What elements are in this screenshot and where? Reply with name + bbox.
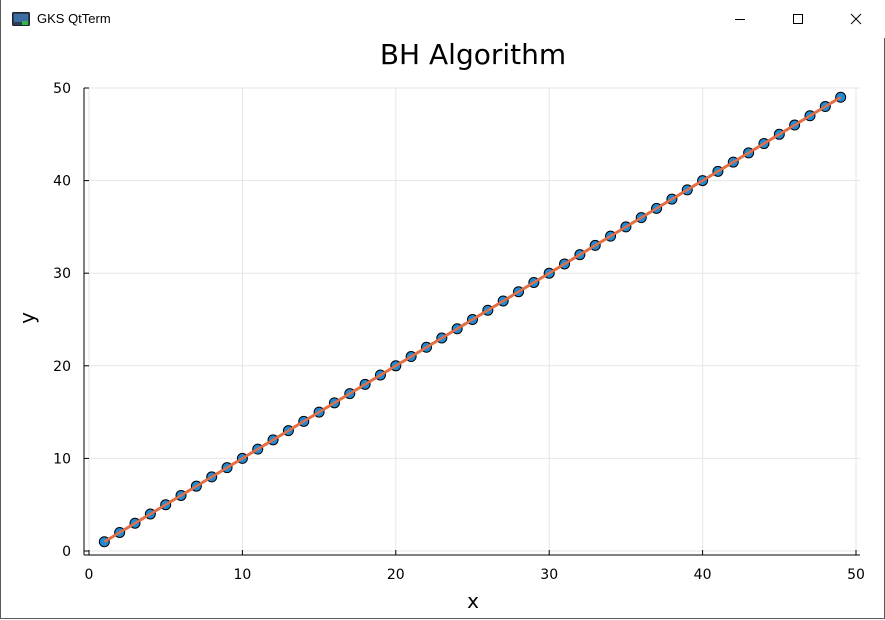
grid	[84, 87, 860, 555]
x-tick-label: 0	[85, 567, 94, 583]
x-tick-label: 20	[387, 567, 405, 583]
maximize-icon	[793, 14, 803, 24]
minimize-icon	[735, 19, 745, 20]
close-icon	[850, 13, 862, 25]
y-axis-label: y	[15, 312, 39, 324]
window-title: GKS QtTerm	[37, 11, 111, 26]
maximize-button[interactable]	[769, 0, 827, 38]
tick-labels: 0 10 20 30 40 50 0 10 20 30 40 50	[53, 81, 865, 583]
x-tick-label: 50	[847, 567, 865, 583]
title-bar[interactable]: GKS QtTerm	[1, 0, 885, 38]
y-tick-label: 10	[53, 451, 71, 467]
y-tick-label: 40	[53, 174, 71, 190]
chart-title: BH Algorithm	[380, 38, 566, 71]
y-tick-label: 20	[53, 359, 71, 375]
x-tick-label: 30	[540, 567, 558, 583]
close-button[interactable]	[827, 0, 885, 38]
x-tick-label: 40	[694, 567, 712, 583]
y-tick-label: 0	[62, 544, 71, 560]
x-axis-label: x	[467, 589, 479, 613]
series-line-overlay	[103, 96, 842, 543]
x-tick-label: 10	[233, 567, 251, 583]
y-tick-label: 50	[53, 81, 71, 97]
gks-terminal-icon	[12, 12, 30, 26]
marker-series	[98, 91, 847, 548]
minimize-button[interactable]	[711, 0, 769, 38]
y-tick-label: 30	[53, 266, 71, 282]
axes	[83, 87, 860, 556]
